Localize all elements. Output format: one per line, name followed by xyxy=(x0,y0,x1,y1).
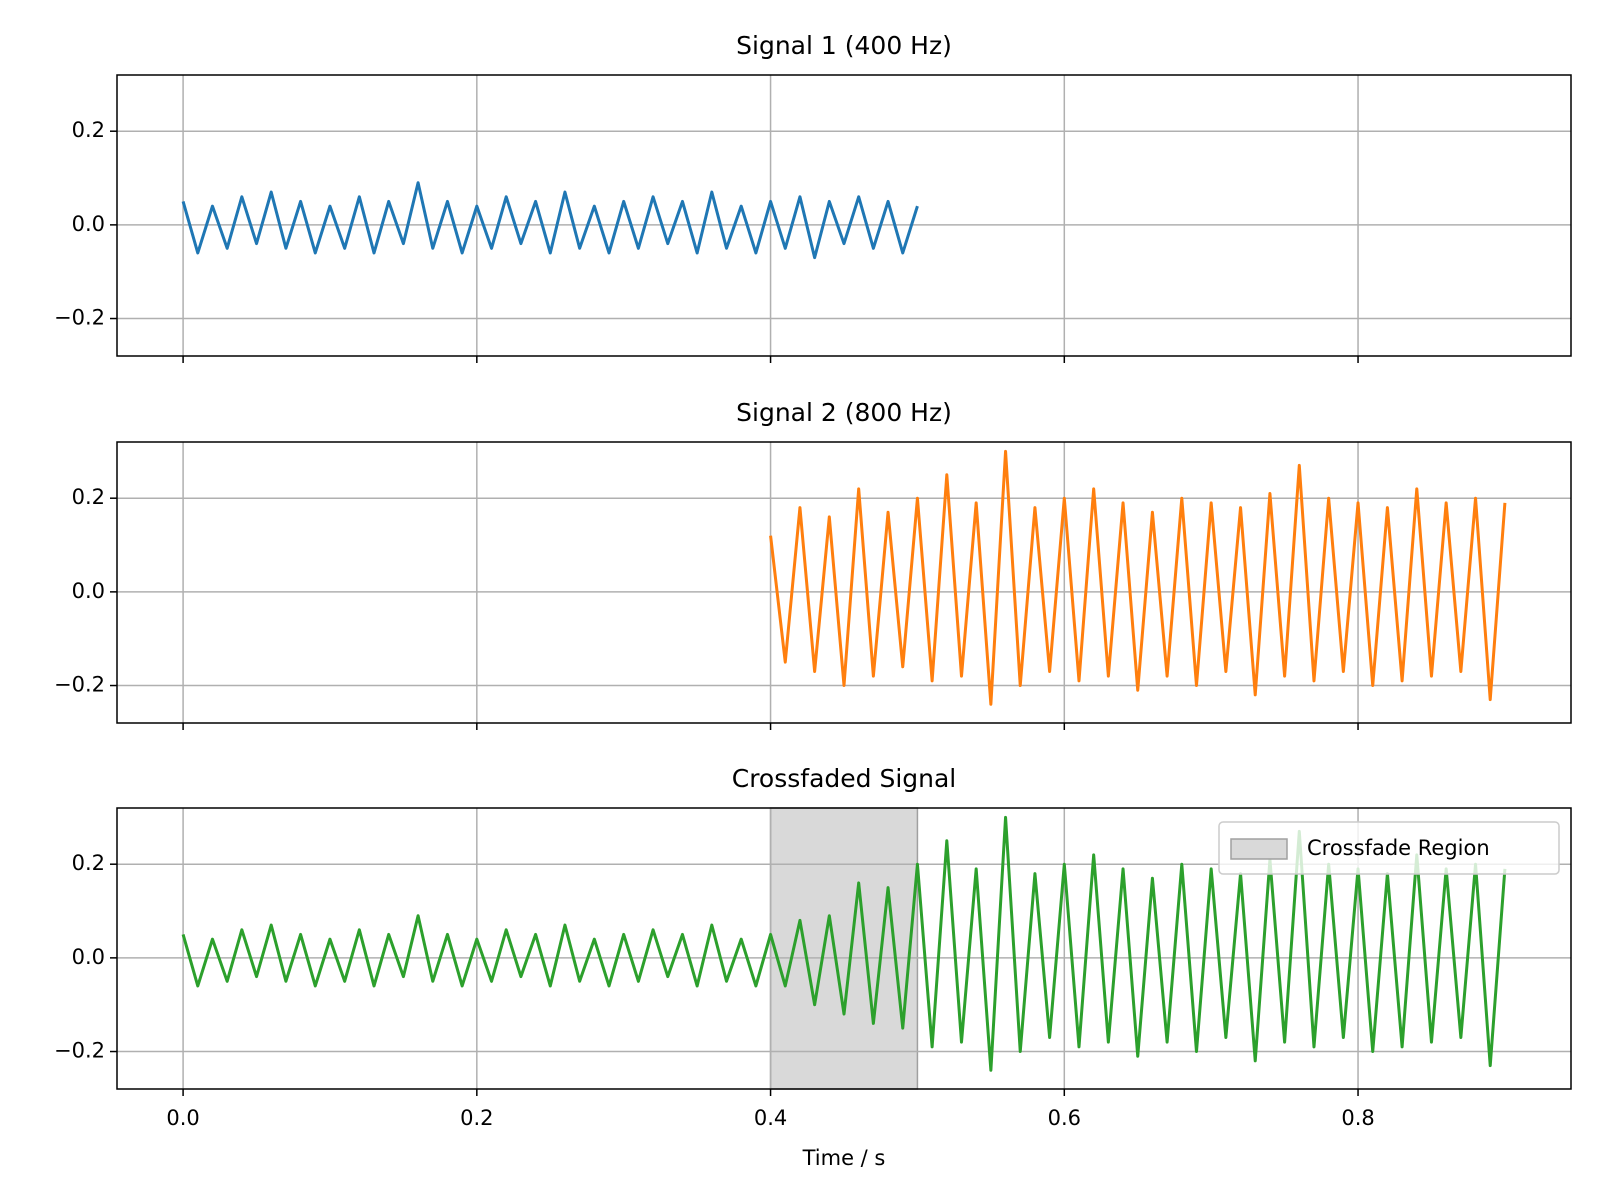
x-tick-label: 0.6 xyxy=(1048,1106,1081,1130)
x-axis-label: Time / s xyxy=(802,1146,886,1170)
y-tick-label: 0.0 xyxy=(72,945,105,969)
y-tick-label: 0.2 xyxy=(72,485,105,509)
legend-swatch xyxy=(1230,838,1288,860)
x-tick-label: 0.2 xyxy=(460,1106,493,1130)
y-tick-label: 0.2 xyxy=(72,118,105,142)
y-tick-label: −0.2 xyxy=(54,306,105,330)
y-tick-label: −0.2 xyxy=(54,1039,105,1063)
y-tick-label: 0.0 xyxy=(72,212,105,236)
axes-frame xyxy=(116,807,1572,1090)
signal-line xyxy=(181,815,1507,1072)
y-tick-label: 0.0 xyxy=(72,579,105,603)
panel-title: Signal 1 (400 Hz) xyxy=(736,31,952,60)
legend-box xyxy=(1218,821,1560,875)
panel-title: Signal 2 (800 Hz) xyxy=(736,398,952,427)
legend-label: Crossfade Region xyxy=(1307,836,1490,860)
signal-line xyxy=(769,449,1507,706)
axes-frame xyxy=(116,441,1572,724)
panel-title: Crossfaded Signal xyxy=(732,764,957,793)
x-tick-label: 0.8 xyxy=(1341,1106,1374,1130)
y-tick-label: −0.2 xyxy=(54,673,105,697)
axes-frame xyxy=(116,74,1572,357)
x-tick-label: 0.4 xyxy=(754,1106,787,1130)
y-tick-label: 0.2 xyxy=(72,851,105,875)
signal-line xyxy=(181,181,919,260)
x-tick-label: 0.0 xyxy=(166,1106,199,1130)
